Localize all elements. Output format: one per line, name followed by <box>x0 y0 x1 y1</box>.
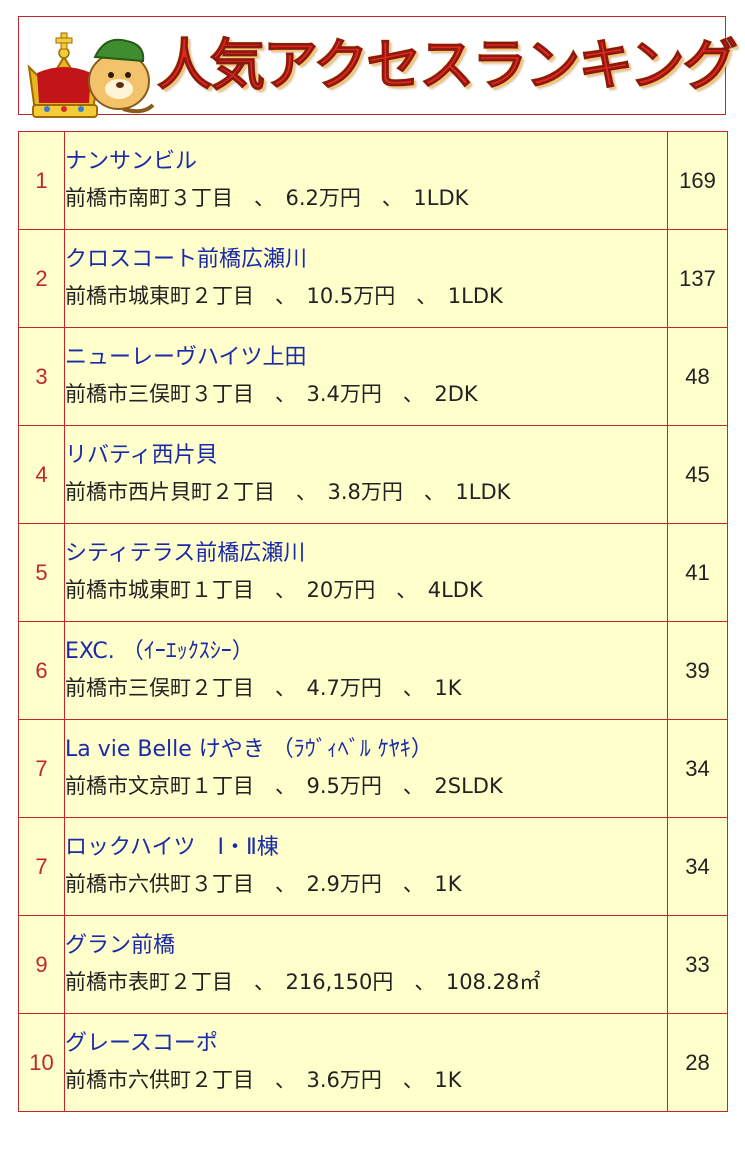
property-detail: 前橋市六供町２丁目 、 3.6万円 、 1K <box>65 1068 462 1092</box>
property-name-link[interactable]: ナンサンビル <box>65 149 198 174</box>
property-detail: 前橋市城東町２丁目 、 10.5万円 、 1LDK <box>65 284 503 308</box>
access-count: 28 <box>667 1013 728 1112</box>
rank-number: 3 <box>18 327 65 426</box>
property-detail: 前橋市三俣町２丁目 、 4.7万円 、 1K <box>65 676 462 700</box>
property-info: EXC. （ｲｰｴｯｸｽｼｰ） 前橋市三俣町２丁目 、 4.7万円 、 1K <box>64 621 668 720</box>
property-detail: 前橋市南町３丁目 、 6.2万円 、 1LDK <box>65 186 469 210</box>
ranking-row: 7 ロックハイツ Ⅰ・Ⅱ棟 前橋市六供町３丁目 、 2.9万円 、 1K 34 <box>18 817 728 916</box>
ranking-table: 1 ナンサンビル 前橋市南町３丁目 、 6.2万円 、 1LDK 169 2 クロスコート… <box>18 131 728 1112</box>
property-detail: 前橋市三俣町３丁目 、 3.4万円 、 2DK <box>65 382 478 406</box>
access-count: 39 <box>667 621 728 720</box>
access-count: 45 <box>667 425 728 524</box>
property-detail: 前橋市西片貝町２丁目 、 3.8万円 、 1LDK <box>65 480 511 504</box>
ranking-banner: 人気アクセスランキング <box>18 16 738 118</box>
property-info: リバティ西片貝前橋市西片貝町２丁目 、 3.8万円 、 1LDK <box>64 425 668 524</box>
property-info: ロックハイツ Ⅰ・Ⅱ棟前橋市六供町３丁目 、 2.9万円 、 1K <box>64 817 668 916</box>
access-count: 34 <box>667 719 728 818</box>
property-info: ナンサンビル前橋市南町３丁目 、 6.2万円 、 1LDK <box>64 131 668 230</box>
ranking-row: 1 ナンサンビル 前橋市南町３丁目 、 6.2万円 、 1LDK 169 <box>18 131 728 230</box>
property-name-link[interactable]: グレースコーポ <box>65 1031 218 1056</box>
ranking-row: 5 シティテラス前橋広瀬川 前橋市城東町１丁目 、 20万円 、 4LDK 41 <box>18 523 728 622</box>
rank-number: 6 <box>18 621 65 720</box>
ranking-row: 4 リバティ西片貝 前橋市西片貝町２丁目 、 3.8万円 、 1LDK 45 <box>18 425 728 524</box>
access-count: 169 <box>667 131 728 230</box>
rank-number: 7 <box>18 719 65 818</box>
property-info: ニューレーヴハイツ上田前橋市三俣町３丁目 、 3.4万円 、 2DK <box>64 327 668 426</box>
property-name-link[interactable]: ロックハイツ Ⅰ・Ⅱ棟 <box>65 835 279 860</box>
rank-number: 1 <box>18 131 65 230</box>
property-name-link[interactable]: グラン前橋 <box>65 933 176 958</box>
access-count: 48 <box>667 327 728 426</box>
rank-number: 4 <box>18 425 65 524</box>
access-count: 33 <box>667 915 728 1014</box>
rank-number: 2 <box>18 229 65 328</box>
ranking-row: 7 La vie Belle けやき （ﾗｳﾞｨﾍﾞﾙ ｹﾔｷ） 前橋市文京町１丁目… <box>18 719 728 818</box>
property-name-link[interactable]: La vie Belle けやき （ﾗｳﾞｨﾍﾞﾙ ｹﾔｷ） <box>65 737 433 762</box>
property-detail: 前橋市六供町３丁目 、 2.9万円 、 1K <box>65 872 462 896</box>
property-info: クロスコート前橋広瀬川前橋市城東町２丁目 、 10.5万円 、 1LDK <box>64 229 668 328</box>
ranking-row: 10 グレースコーポ 前橋市六供町２丁目 、 3.6万円 、 1K 28 <box>18 1013 728 1112</box>
property-detail: 前橋市城東町１丁目 、 20万円 、 4LDK <box>65 578 483 602</box>
banner-title: 人気アクセスランキング <box>157 33 739 98</box>
access-count: 41 <box>667 523 728 622</box>
ranking-row: 3 ニューレーヴハイツ上田 前橋市三俣町３丁目 、 3.4万円 、 2DK 48 <box>18 327 728 426</box>
crowned-mascot-icon <box>27 32 155 118</box>
property-name-link[interactable]: クロスコート前橋広瀬川 <box>65 247 308 272</box>
property-name-link[interactable]: シティテラス前橋広瀬川 <box>65 541 306 566</box>
property-info: La vie Belle けやき （ﾗｳﾞｨﾍﾞﾙ ｹﾔｷ） 前橋市文京町１丁目 … <box>64 719 668 818</box>
access-count: 137 <box>667 229 728 328</box>
property-info: シティテラス前橋広瀬川前橋市城東町１丁目 、 20万円 、 4LDK <box>64 523 668 622</box>
property-detail: 前橋市文京町１丁目 、 9.5万円 、 2SLDK <box>65 774 503 798</box>
access-count: 34 <box>667 817 728 916</box>
rank-number: 9 <box>18 915 65 1014</box>
ranking-row: 9 グラン前橋 前橋市表町２丁目 、 216,150円 、 108.28㎡ 33 <box>18 915 728 1014</box>
property-name-link[interactable]: EXC. （ｲｰｴｯｸｽｼｰ） <box>65 639 254 664</box>
ranking-row: 2 クロスコート前橋広瀬川 前橋市城東町２丁目 、 10.5万円 、 1LDK 137 <box>18 229 728 328</box>
property-info: グラン前橋前橋市表町２丁目 、 216,150円 、 108.28㎡ <box>64 915 668 1014</box>
property-detail: 前橋市表町２丁目 、 216,150円 、 108.28㎡ <box>65 970 541 994</box>
rank-number: 5 <box>18 523 65 622</box>
property-info: グレースコーポ前橋市六供町２丁目 、 3.6万円 、 1K <box>64 1013 668 1112</box>
rank-number: 10 <box>18 1013 65 1112</box>
property-name-link[interactable]: リバティ西片貝 <box>65 443 218 468</box>
rank-number: 7 <box>18 817 65 916</box>
property-name-link[interactable]: ニューレーヴハイツ上田 <box>65 345 307 370</box>
ranking-row: 6 EXC. （ｲｰｴｯｸｽｼｰ） 前橋市三俣町２丁目 、 4.7万円 、 1K 39 <box>18 621 728 720</box>
